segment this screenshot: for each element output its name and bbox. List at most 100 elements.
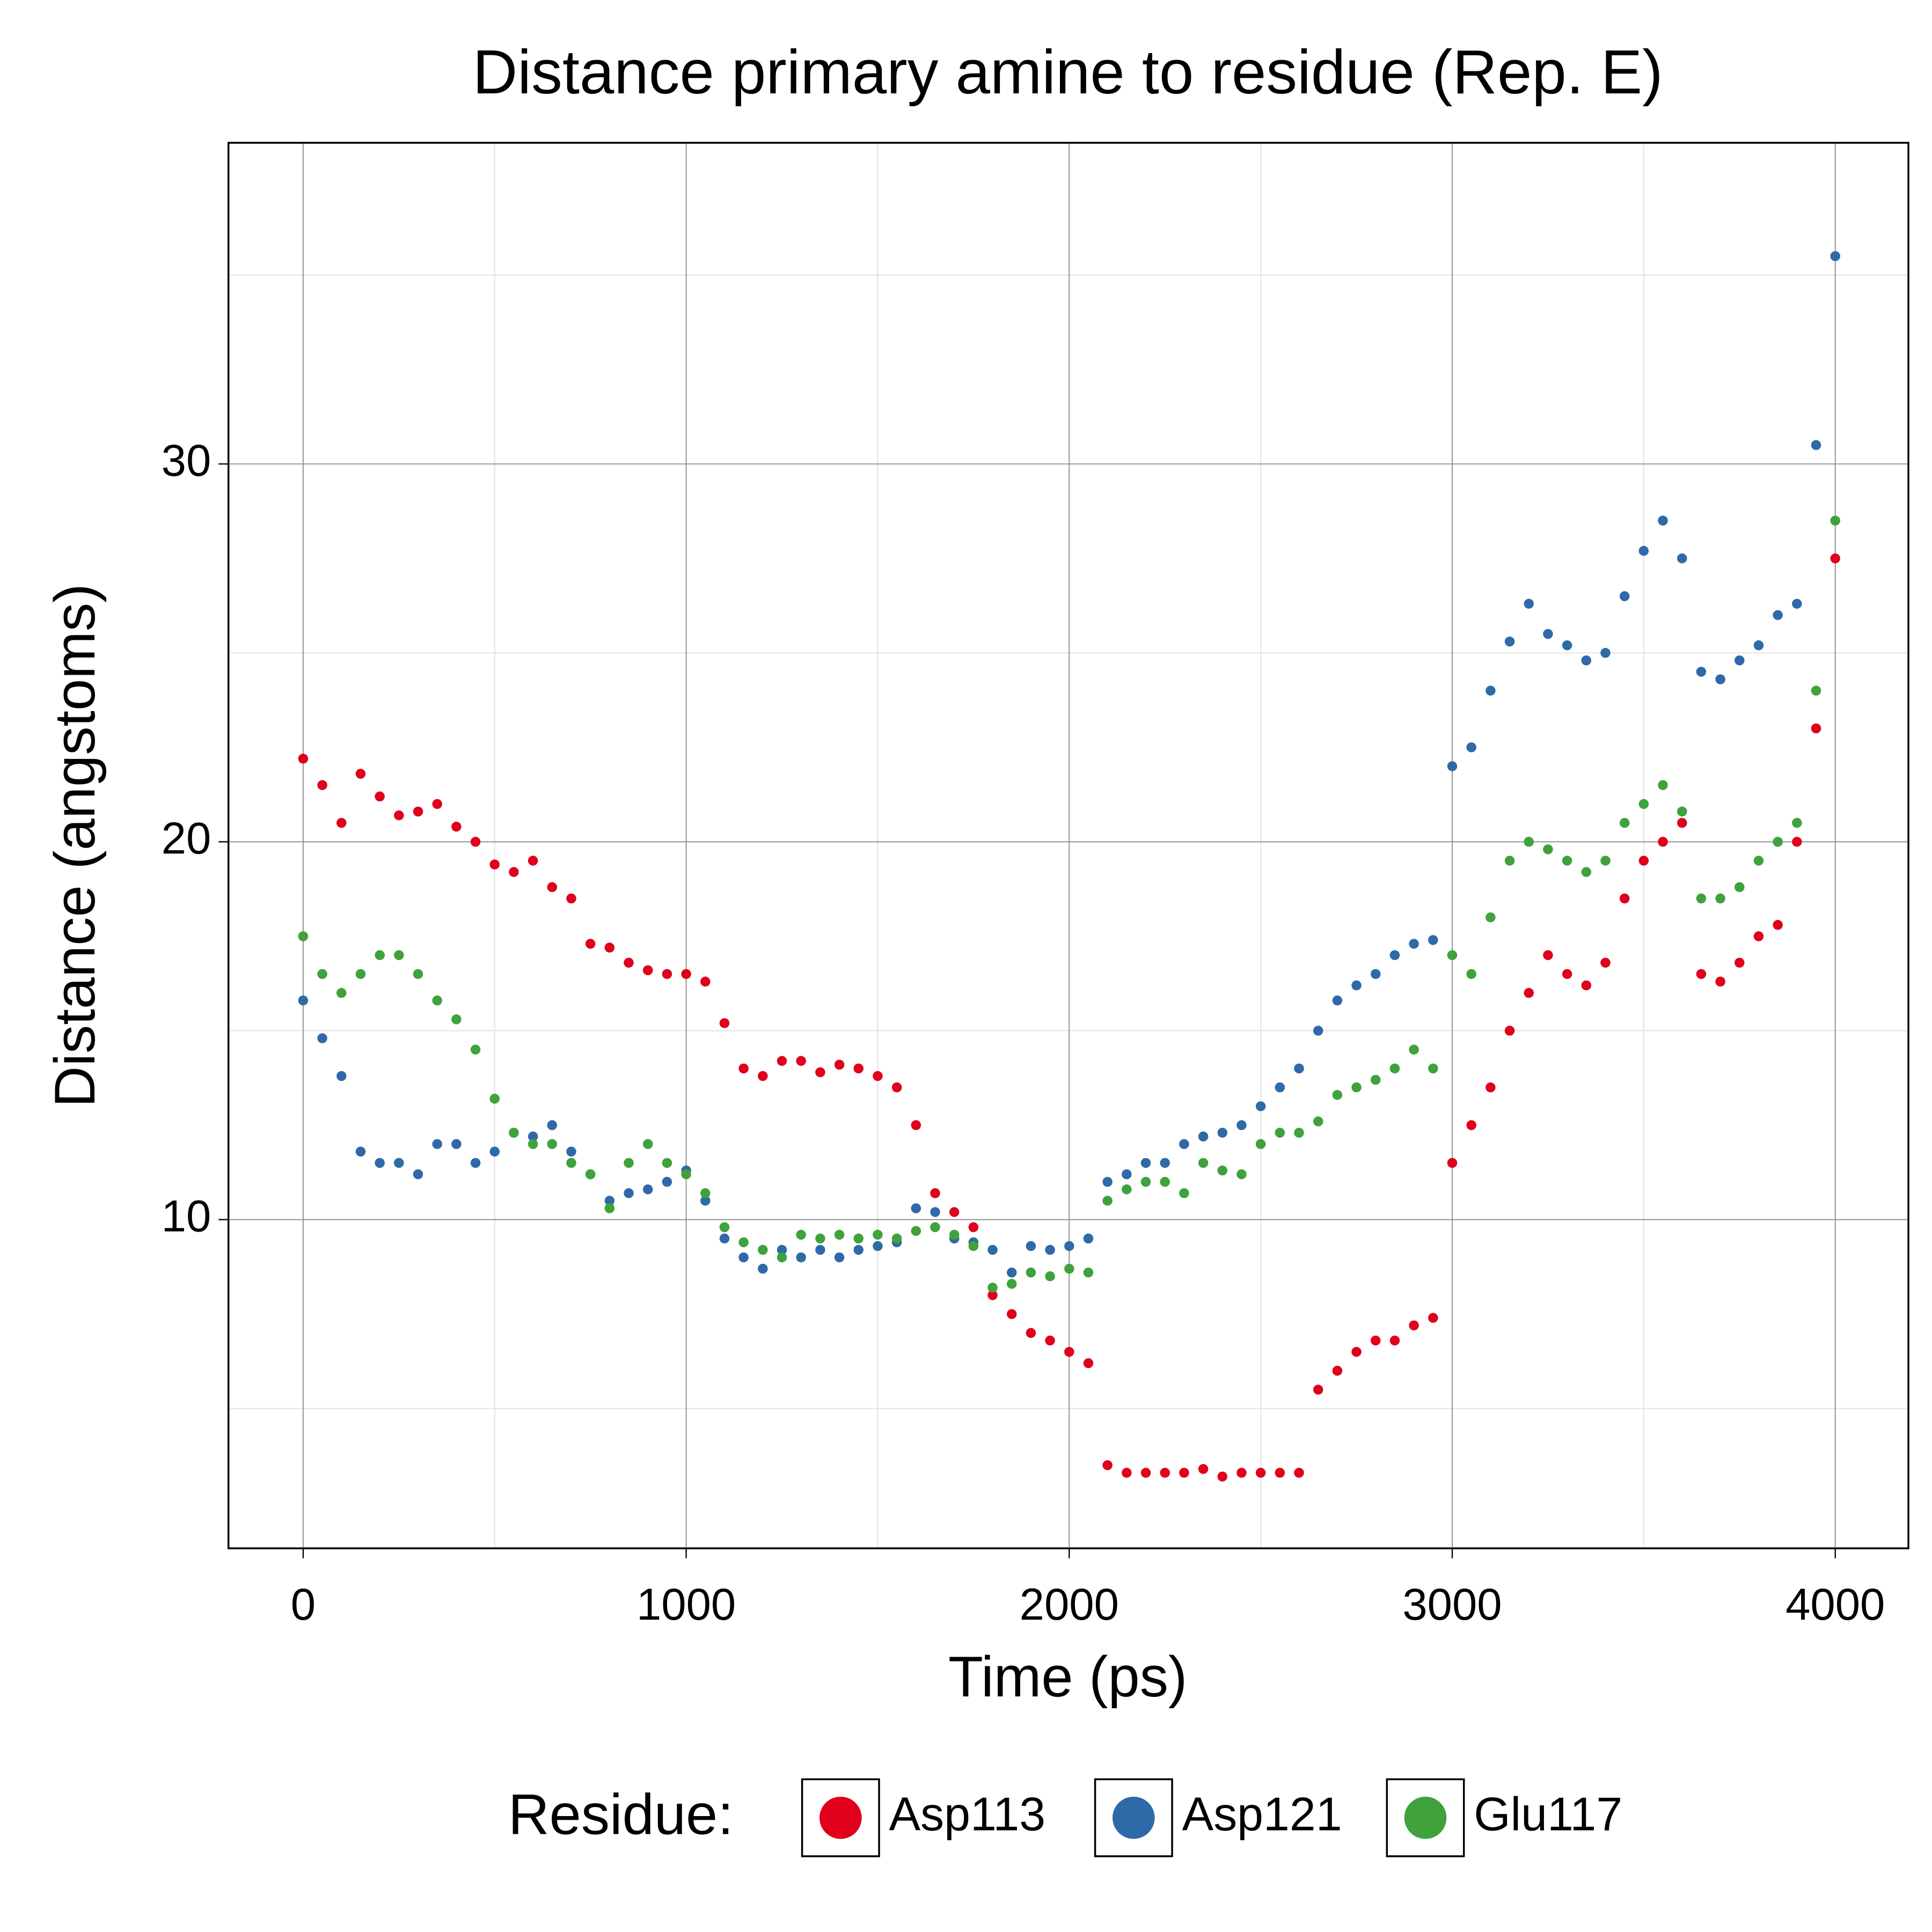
point: [777, 1245, 787, 1255]
point: [815, 1245, 825, 1255]
point: [451, 1139, 462, 1150]
point: [1466, 1120, 1476, 1130]
point: [1236, 1468, 1247, 1478]
point: [1447, 950, 1458, 961]
point: [604, 1196, 615, 1206]
point: [413, 806, 423, 817]
point: [585, 1169, 596, 1180]
point: [1160, 1468, 1170, 1478]
point: [911, 1120, 921, 1130]
y-axis-title: Distance (angstoms): [43, 584, 107, 1108]
point: [1811, 440, 1821, 450]
point: [642, 965, 653, 976]
point: [432, 995, 442, 1006]
legend-item: Asp113: [801, 1778, 1046, 1857]
point: [796, 1230, 806, 1240]
point: [681, 969, 691, 979]
legend-title: Residue:: [508, 1783, 734, 1847]
point: [1083, 1233, 1094, 1244]
point: [585, 939, 596, 949]
point: [700, 976, 711, 987]
point: [891, 1233, 902, 1244]
point: [1217, 1128, 1228, 1138]
x-tick-label: 3000: [1402, 1579, 1502, 1629]
point: [1332, 995, 1343, 1006]
point: [1409, 1044, 1419, 1055]
point: [1753, 931, 1764, 941]
point: [1026, 1241, 1036, 1252]
point: [1389, 1063, 1400, 1074]
point: [1371, 1335, 1381, 1346]
point: [1313, 1026, 1323, 1036]
point: [662, 1176, 672, 1187]
point: [1524, 837, 1534, 847]
point: [1773, 920, 1783, 930]
point: [394, 1158, 404, 1168]
point: [1792, 598, 1802, 609]
point: [1638, 546, 1649, 556]
point: [317, 780, 327, 791]
point: [968, 1241, 979, 1252]
point: [834, 1252, 845, 1263]
point: [470, 1044, 481, 1055]
point: [394, 810, 404, 821]
point: [298, 995, 309, 1006]
point: [1102, 1176, 1113, 1187]
point: [1140, 1158, 1151, 1168]
point: [375, 1158, 385, 1168]
point: [1236, 1120, 1247, 1130]
point: [1485, 685, 1496, 696]
legend-item: Asp121: [1094, 1778, 1342, 1857]
point: [604, 942, 615, 953]
point: [1581, 655, 1592, 665]
point: [1619, 893, 1630, 904]
point: [413, 969, 423, 979]
point: [1428, 1313, 1438, 1323]
point: [317, 1033, 327, 1043]
point: [1485, 912, 1496, 923]
point: [1006, 1279, 1017, 1289]
legend-marker: [1113, 1796, 1155, 1839]
point: [624, 1188, 634, 1198]
point: [1026, 1328, 1036, 1338]
legend-label: Asp113: [889, 1787, 1046, 1840]
point: [1122, 1468, 1132, 1478]
point: [758, 1245, 768, 1255]
point: [355, 1146, 366, 1157]
point: [1715, 893, 1725, 904]
point: [1696, 969, 1707, 979]
point: [1389, 1335, 1400, 1346]
legend-label: Asp121: [1182, 1787, 1342, 1840]
point: [1313, 1385, 1323, 1395]
point: [1658, 515, 1668, 526]
point: [987, 1245, 998, 1255]
point: [1543, 629, 1553, 639]
point: [930, 1222, 940, 1232]
point: [528, 855, 538, 866]
point: [1179, 1468, 1189, 1478]
point: [1217, 1472, 1228, 1482]
point: [1428, 935, 1438, 945]
point: [509, 1128, 519, 1138]
point: [949, 1230, 960, 1240]
point: [681, 1169, 691, 1180]
point: [1179, 1188, 1189, 1198]
point: [1140, 1468, 1151, 1478]
point: [853, 1233, 864, 1244]
point: [566, 1158, 576, 1168]
point: [911, 1203, 921, 1213]
point: [1753, 855, 1764, 866]
point: [930, 1207, 940, 1217]
point: [624, 957, 634, 968]
point: [642, 1139, 653, 1150]
point: [547, 1139, 558, 1150]
point: [642, 1184, 653, 1195]
point: [489, 1146, 500, 1157]
point: [1677, 553, 1687, 564]
y-tick-label: 10: [162, 1191, 211, 1241]
point: [547, 1120, 558, 1130]
point: [1026, 1267, 1036, 1278]
point: [796, 1056, 806, 1066]
